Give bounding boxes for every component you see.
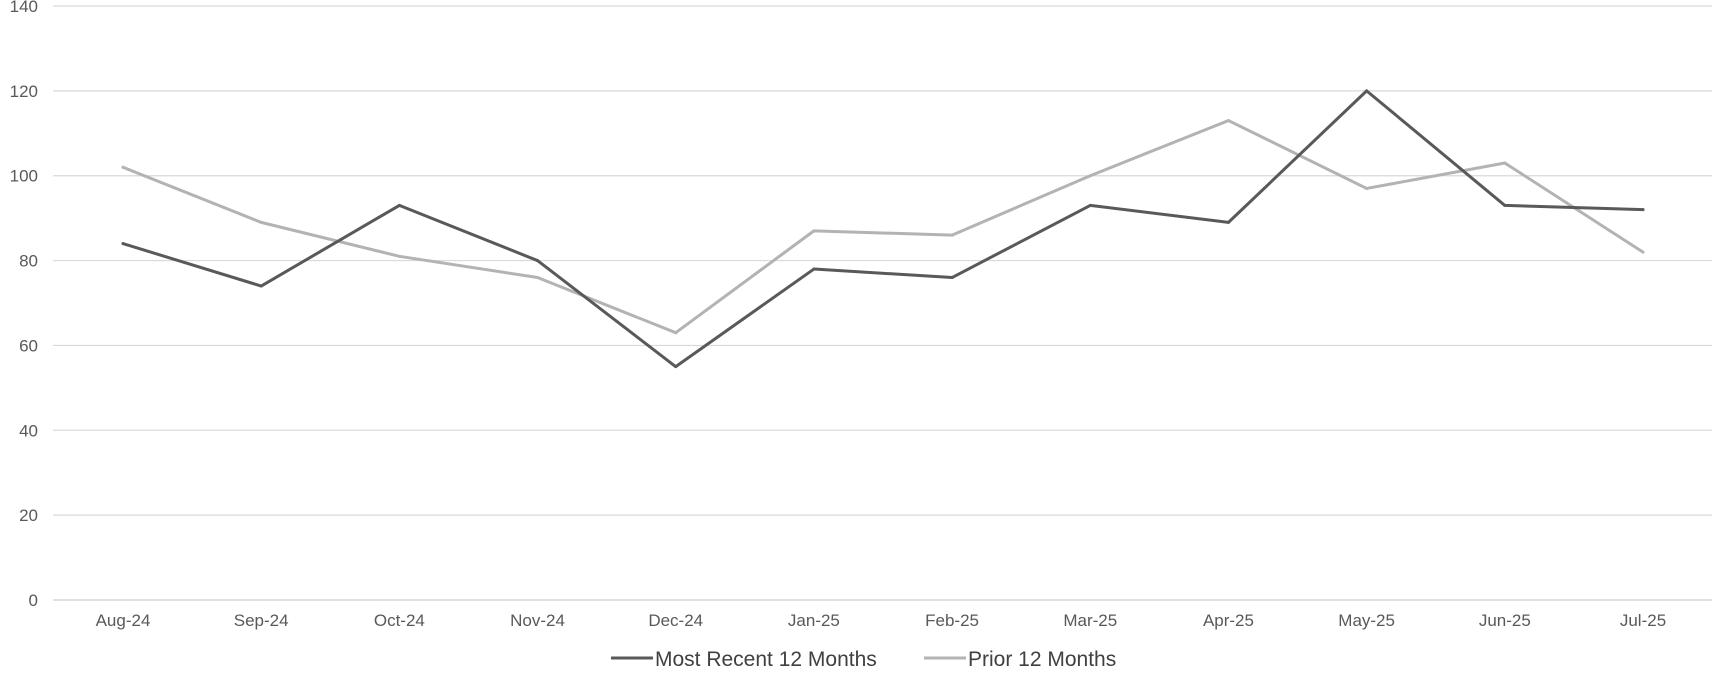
x-tick-label: Feb-25 <box>925 611 979 630</box>
data-point <box>1365 89 1369 93</box>
data-point <box>1226 220 1230 224</box>
data-point <box>1503 161 1507 165</box>
x-tick-label: Sep-24 <box>234 611 289 630</box>
x-tick-label: Mar-25 <box>1063 611 1117 630</box>
data-point <box>812 229 816 233</box>
y-tick-label: 40 <box>19 421 38 440</box>
data-point <box>121 242 125 246</box>
data-point <box>259 220 263 224</box>
legend-label: Prior 12 Months <box>968 648 1116 671</box>
data-point <box>1365 186 1369 190</box>
y-tick-label: 20 <box>19 506 38 525</box>
data-point <box>1503 203 1507 207</box>
x-tick-label: Dec-24 <box>648 611 703 630</box>
data-point <box>950 276 954 280</box>
data-point <box>536 259 540 263</box>
y-tick-label: 100 <box>10 167 38 186</box>
data-point <box>1088 203 1092 207</box>
data-point <box>950 233 954 237</box>
data-point <box>674 331 678 335</box>
x-tick-label: Oct-24 <box>374 611 425 630</box>
series-line <box>121 119 1645 335</box>
legend-label: Most Recent 12 Months <box>655 648 877 671</box>
data-point <box>121 165 125 169</box>
series-lines <box>121 89 1645 369</box>
x-tick-label: Jun-25 <box>1479 611 1531 630</box>
series-line <box>121 89 1645 369</box>
data-point <box>1641 208 1645 212</box>
x-tick-label: Nov-24 <box>510 611 565 630</box>
y-tick-label: 60 <box>19 336 38 355</box>
data-point <box>259 284 263 288</box>
y-tick-label: 140 <box>10 0 38 16</box>
x-tick-label: Apr-25 <box>1203 611 1254 630</box>
x-tick-label: Aug-24 <box>96 611 151 630</box>
legend: Most Recent 12 Months Prior 12 Months <box>611 648 1116 671</box>
x-axis-tick-labels: Aug-24 Sep-24 Oct-24 Nov-24 Dec-24 Jan-25 Feb-… <box>96 611 1667 630</box>
gridlines <box>53 5 1712 601</box>
data-point <box>674 365 678 369</box>
y-tick-label: 0 <box>29 591 38 610</box>
x-tick-label: Jan-25 <box>788 611 840 630</box>
data-point <box>397 203 401 207</box>
y-tick-label: 80 <box>19 252 38 271</box>
data-point <box>397 254 401 258</box>
x-tick-label: Jul-25 <box>1620 611 1666 630</box>
data-point <box>536 276 540 280</box>
y-tick-label: 120 <box>10 82 38 101</box>
data-point <box>1226 119 1230 123</box>
data-point <box>1088 174 1092 178</box>
data-point <box>812 267 816 271</box>
y-axis-tick-labels: 0 20 40 60 80 100 120 140 <box>10 0 38 610</box>
data-point <box>1641 250 1645 254</box>
x-tick-label: May-25 <box>1338 611 1395 630</box>
